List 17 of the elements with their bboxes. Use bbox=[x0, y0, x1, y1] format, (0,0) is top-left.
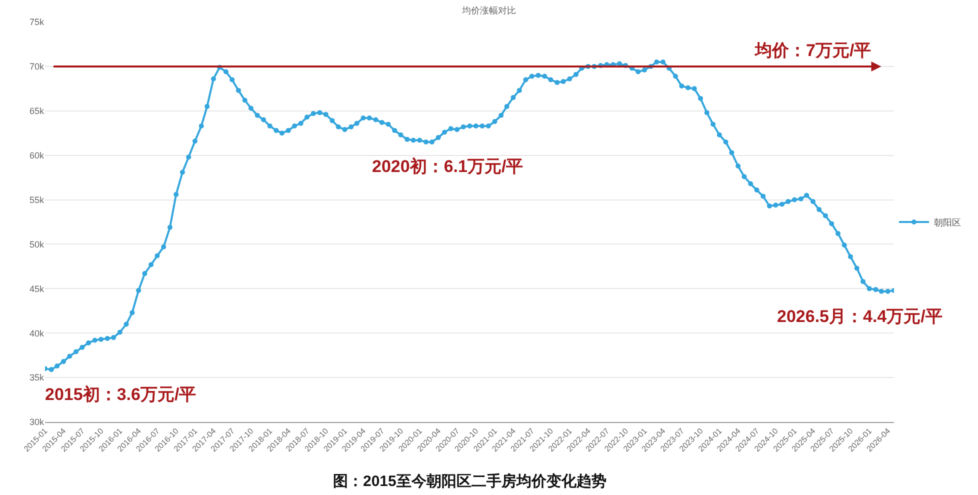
chart-title: 均价涨幅对比 bbox=[461, 6, 516, 16]
y-tick-label: 30k bbox=[29, 417, 44, 428]
y-tick-label: 55k bbox=[29, 194, 44, 205]
y-tick-label: 65k bbox=[29, 106, 44, 116]
y-tick-label: 75k bbox=[29, 17, 44, 28]
y-tick-label: 60k bbox=[29, 150, 44, 160]
annotation: 2020初：6.1万元/平 bbox=[372, 157, 524, 176]
legend-label: 朝阳区 bbox=[934, 218, 961, 228]
annotation: 2026.5月：4.4万元/平 bbox=[777, 307, 942, 326]
ref-line-label: 均价：7万元/平 bbox=[754, 41, 872, 60]
annotation: 2015初：3.6万元/平 bbox=[45, 385, 196, 404]
y-tick-label: 70k bbox=[29, 62, 44, 72]
y-tick-label: 45k bbox=[29, 284, 44, 294]
text: 图：2015至今朝阳区二手房均价变化趋势 bbox=[333, 472, 606, 490]
y-tick-label: 50k bbox=[29, 239, 44, 250]
y-tick-label: 35k bbox=[29, 372, 44, 383]
y-tick-label: 40k bbox=[29, 328, 44, 338]
